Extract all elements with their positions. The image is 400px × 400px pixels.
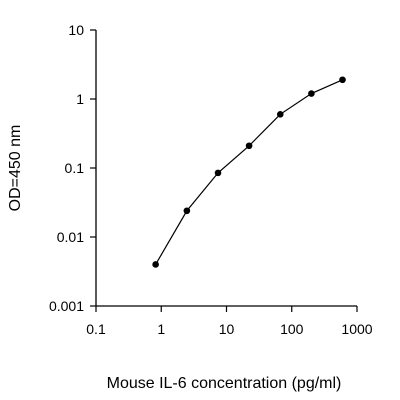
x-tick-label: 100: [280, 321, 304, 337]
x-tick-label: 1000: [341, 321, 372, 337]
y-tick-label: 0.1: [65, 160, 85, 176]
x-tick-label: 10: [219, 321, 235, 337]
x-tick-label: 0.1: [86, 321, 106, 337]
x-axis-label: Mouse IL-6 concentration (pg/ml): [107, 375, 342, 392]
data-point: [308, 90, 315, 97]
y-axis-label: OD=450 nm: [7, 125, 24, 212]
data-point: [245, 142, 253, 150]
data-point: [339, 76, 346, 84]
y-tick-label: 10: [68, 22, 84, 38]
y-tick-label: 0.001: [49, 298, 84, 314]
data-point: [183, 207, 191, 215]
data-points: [152, 76, 346, 268]
y-tick-label: 1: [76, 91, 84, 107]
y-ticks: 0.001 0.01 0.1 1 10: [49, 22, 96, 314]
data-point: [214, 169, 222, 177]
x-ticks: 0.1 1 10 100 1000: [86, 306, 373, 337]
series-line: [155, 79, 343, 265]
x-tick-label: 1: [157, 321, 165, 337]
plot-area: 0.001 0.01 0.1 1 10 0.1 1 10 100 1000: [49, 22, 373, 337]
data-point: [152, 261, 159, 268]
y-tick-label: 0.01: [57, 229, 84, 245]
data-point: [276, 111, 284, 118]
